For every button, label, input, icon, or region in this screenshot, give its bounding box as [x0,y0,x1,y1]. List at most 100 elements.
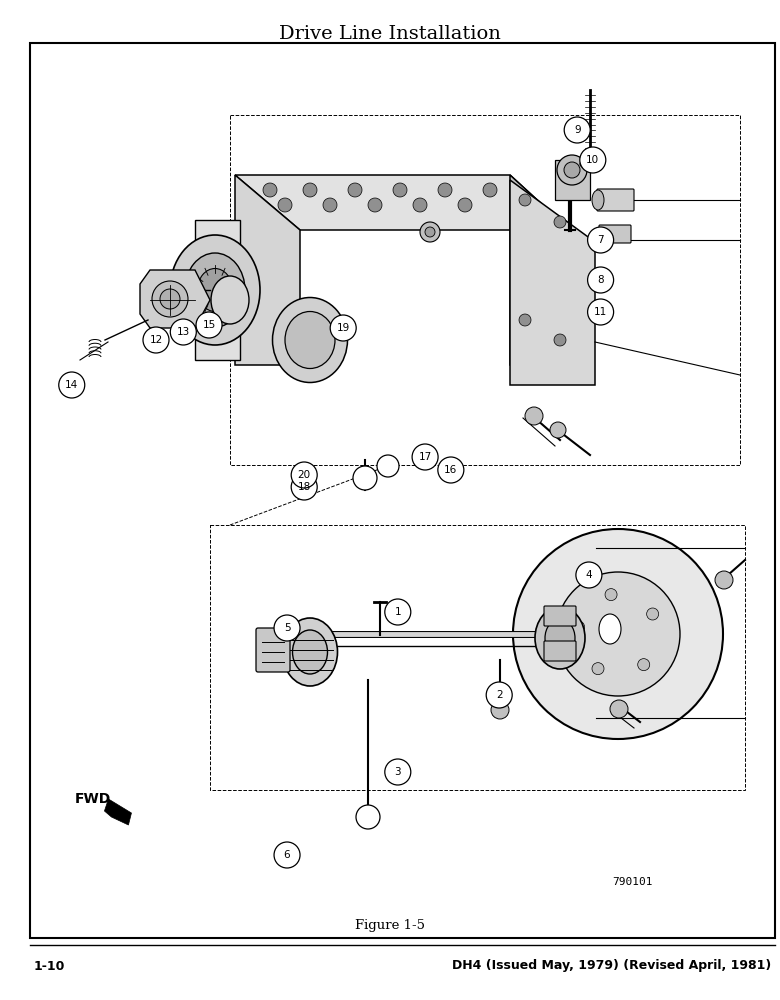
Circle shape [263,183,277,197]
Ellipse shape [545,619,575,657]
Circle shape [274,615,300,641]
Circle shape [143,327,169,353]
Circle shape [377,455,399,477]
Ellipse shape [580,159,600,169]
Circle shape [557,155,587,185]
Circle shape [385,759,411,785]
Circle shape [438,457,464,483]
Circle shape [278,198,292,212]
Text: 6: 6 [284,850,290,860]
Circle shape [393,183,407,197]
Text: 5: 5 [284,623,290,633]
Circle shape [483,183,497,197]
Circle shape [196,312,222,338]
Circle shape [554,216,566,228]
Circle shape [458,198,472,212]
Circle shape [587,227,614,253]
Ellipse shape [197,268,232,312]
Text: 790101: 790101 [612,877,653,887]
Text: Drive Line Installation: Drive Line Installation [279,25,501,43]
Ellipse shape [211,276,249,324]
Circle shape [368,198,382,212]
Polygon shape [105,799,132,825]
Circle shape [576,562,602,588]
Circle shape [554,334,566,346]
Ellipse shape [185,253,245,327]
Circle shape [291,462,317,488]
Circle shape [715,571,733,589]
Text: 13: 13 [177,327,190,337]
FancyBboxPatch shape [256,628,290,672]
Polygon shape [510,175,570,365]
Circle shape [160,289,180,309]
Text: DH4 (Issued May, 1979) (Revised April, 1981): DH4 (Issued May, 1979) (Revised April, 1… [452,960,771,972]
Circle shape [356,805,380,829]
Circle shape [385,599,411,625]
Circle shape [519,314,531,326]
Text: 1: 1 [395,607,401,617]
Text: 19: 19 [337,323,349,333]
Polygon shape [140,270,210,328]
Text: 1-10: 1-10 [34,960,65,972]
Circle shape [303,183,317,197]
Circle shape [587,267,614,293]
FancyBboxPatch shape [30,43,775,938]
Text: 18: 18 [298,482,310,492]
FancyBboxPatch shape [597,189,634,211]
Circle shape [556,572,680,696]
Text: 2: 2 [496,690,502,700]
Circle shape [425,227,435,237]
Circle shape [420,222,440,242]
Text: 10: 10 [587,155,599,165]
Circle shape [605,589,617,601]
Text: 15: 15 [203,320,215,330]
Text: Figure 1-5: Figure 1-5 [355,918,425,932]
Circle shape [580,147,606,173]
Ellipse shape [535,607,585,669]
Ellipse shape [285,312,335,368]
Polygon shape [510,180,595,385]
Text: FWD: FWD [74,792,111,806]
Circle shape [413,198,427,212]
FancyBboxPatch shape [599,225,631,243]
Ellipse shape [272,298,348,382]
Ellipse shape [592,190,604,210]
Polygon shape [195,220,240,360]
Circle shape [525,407,543,425]
Text: 8: 8 [597,275,604,285]
Circle shape [58,372,85,398]
Text: 20: 20 [298,470,310,480]
FancyBboxPatch shape [544,606,576,626]
Polygon shape [210,525,745,790]
Text: 11: 11 [594,307,607,317]
Text: 3: 3 [395,767,401,777]
Text: 4: 4 [586,570,592,580]
Text: 17: 17 [419,452,431,462]
Circle shape [438,183,452,197]
Circle shape [152,281,188,317]
Text: 12: 12 [150,335,162,345]
Polygon shape [235,175,300,365]
Ellipse shape [292,630,328,674]
Text: 9: 9 [574,125,580,135]
Circle shape [610,700,628,718]
Polygon shape [555,160,590,200]
Circle shape [573,621,584,633]
Circle shape [550,422,566,438]
Circle shape [274,842,300,868]
Circle shape [330,315,356,341]
Ellipse shape [282,618,338,686]
Ellipse shape [170,235,260,345]
Circle shape [592,663,604,675]
Circle shape [353,466,377,490]
Circle shape [348,183,362,197]
Circle shape [486,682,512,708]
Polygon shape [230,115,740,465]
Circle shape [638,659,650,671]
Circle shape [291,474,317,500]
Ellipse shape [599,614,621,644]
Text: 7: 7 [597,235,604,245]
Circle shape [412,444,438,470]
Polygon shape [235,175,570,230]
Text: 16: 16 [445,465,457,475]
